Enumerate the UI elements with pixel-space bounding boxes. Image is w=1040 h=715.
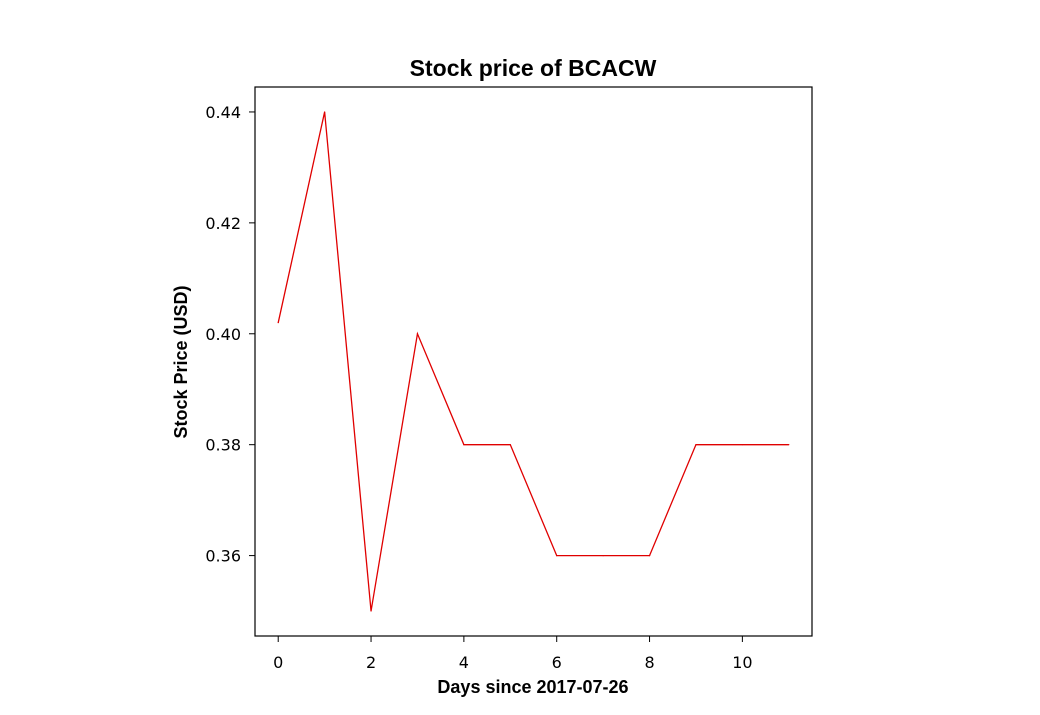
data-point: [463, 444, 465, 446]
y-tick-label: 0.36: [205, 547, 241, 566]
data-point: [370, 610, 372, 612]
x-tick-label: 8: [644, 653, 654, 672]
y-tick-label: 0.38: [205, 436, 241, 455]
plot-area: [254, 86, 813, 637]
chart-title: Stock price of BCACW: [410, 55, 657, 81]
data-point: [556, 554, 558, 557]
data-point: [509, 444, 511, 446]
data-point: [277, 322, 279, 324]
y-axis: 0.36 0.38 0.40 0.42 0.44: [205, 103, 255, 566]
x-axis-label: Days since 2017-07-26: [437, 677, 628, 697]
data-point: [695, 444, 697, 446]
x-tick-label: 10: [732, 653, 752, 672]
x-tick-label: 6: [552, 653, 562, 672]
data-point: [648, 554, 651, 557]
data-point: [416, 333, 419, 335]
x-tick-label: 2: [366, 653, 376, 672]
x-tick-label: 4: [459, 653, 469, 672]
series-line: [277, 111, 789, 612]
y-tick-label: 0.42: [205, 214, 241, 233]
y-tick-label: 0.44: [205, 103, 241, 122]
data-point: [788, 444, 790, 446]
x-axis: 0 2 4 6 8 10: [273, 636, 753, 672]
data-point: [602, 554, 604, 557]
data-point: [741, 444, 743, 446]
y-tick-label: 0.40: [205, 325, 241, 344]
y-axis-label: Stock Price (USD): [171, 285, 191, 438]
x-tick-label: 0: [273, 653, 283, 672]
plot-frame: [254, 86, 813, 637]
series-layer: [277, 111, 790, 612]
data-point: [324, 111, 326, 113]
